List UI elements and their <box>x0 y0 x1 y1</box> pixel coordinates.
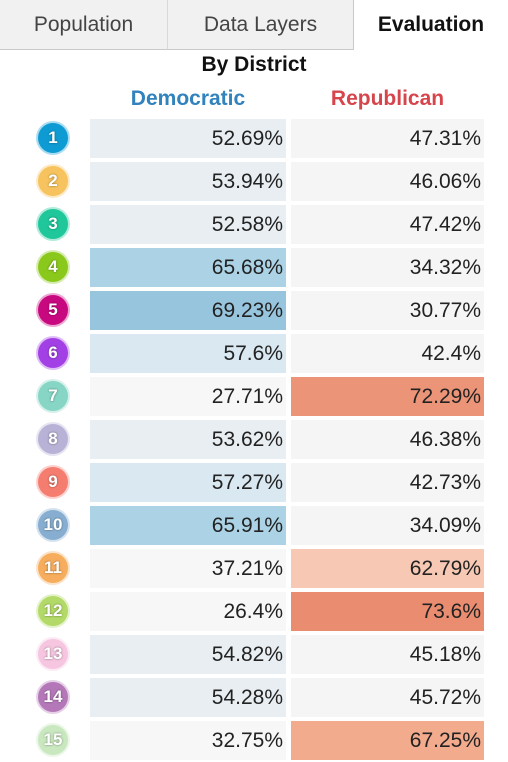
republican-share-cell: 45.18% <box>291 635 484 674</box>
district-row: 9 57.27% 42.73% <box>0 461 508 504</box>
district-number-badge[interactable]: 8 <box>36 422 70 456</box>
republican-share-cell: 72.29% <box>291 377 484 416</box>
district-number-badge[interactable]: 11 <box>36 551 70 585</box>
district-row: 11 37.21% 62.79% <box>0 547 508 590</box>
district-row: 10 65.91% 34.09% <box>0 504 508 547</box>
democratic-column-header: Democratic <box>130 87 246 110</box>
tab-data-layers[interactable]: Data Layers <box>168 0 354 50</box>
district-number-badge[interactable]: 13 <box>36 637 70 671</box>
democratic-share-cell: 37.21% <box>90 549 286 588</box>
democratic-share-cell: 69.23% <box>90 291 286 330</box>
democratic-share-cell: 32.75% <box>90 721 286 760</box>
republican-share-cell: 47.31% <box>291 119 484 158</box>
district-number-badge[interactable]: 5 <box>36 293 70 327</box>
section-title: By District <box>201 53 307 76</box>
democratic-share-cell: 57.27% <box>90 463 286 502</box>
republican-share-cell: 42.4% <box>291 334 484 373</box>
district-number-badge[interactable]: 7 <box>36 379 70 413</box>
district-row: 15 32.75% 67.25% <box>0 719 508 762</box>
republican-share-cell: 46.38% <box>291 420 484 459</box>
republican-share-cell: 45.72% <box>291 678 484 717</box>
republican-share-cell: 67.25% <box>291 721 484 760</box>
district-number-badge[interactable]: 12 <box>36 594 70 628</box>
district-row: 13 54.82% 45.18% <box>0 633 508 676</box>
republican-share-cell: 47.42% <box>291 205 484 244</box>
district-number-badge[interactable]: 15 <box>36 723 70 757</box>
district-number-badge[interactable]: 6 <box>36 336 70 370</box>
tab-evaluation[interactable]: Evaluation <box>354 0 508 50</box>
district-row: 2 53.94% 46.06% <box>0 160 508 203</box>
tab-population[interactable]: Population <box>0 0 168 50</box>
republican-share-cell: 30.77% <box>291 291 484 330</box>
republican-share-cell: 73.6% <box>291 592 484 631</box>
district-row: 7 27.71% 72.29% <box>0 375 508 418</box>
tab-bar: Population Data Layers Evaluation <box>0 0 508 50</box>
democratic-share-cell: 65.91% <box>90 506 286 545</box>
district-row: 5 69.23% 30.77% <box>0 289 508 332</box>
republican-share-cell: 62.79% <box>291 549 484 588</box>
democratic-share-cell: 65.68% <box>90 248 286 287</box>
democratic-share-cell: 52.58% <box>90 205 286 244</box>
democratic-share-cell: 57.6% <box>90 334 286 373</box>
republican-share-cell: 46.06% <box>291 162 484 201</box>
district-row: 8 53.62% 46.38% <box>0 418 508 461</box>
republican-share-cell: 34.32% <box>291 248 484 287</box>
district-number-badge[interactable]: 4 <box>36 250 70 284</box>
democratic-share-cell: 53.62% <box>90 420 286 459</box>
democratic-share-cell: 27.71% <box>90 377 286 416</box>
district-row: 3 52.58% 47.42% <box>0 203 508 246</box>
district-number-badge[interactable]: 1 <box>36 121 70 155</box>
democratic-share-cell: 53.94% <box>90 162 286 201</box>
republican-share-cell: 34.09% <box>291 506 484 545</box>
district-number-badge[interactable]: 2 <box>36 164 70 198</box>
district-number-badge[interactable]: 9 <box>36 465 70 499</box>
democratic-share-cell: 26.4% <box>90 592 286 631</box>
district-row: 1 52.69% 47.31% <box>0 117 508 160</box>
district-row: 4 65.68% 34.32% <box>0 246 508 289</box>
democratic-share-cell: 54.28% <box>90 678 286 717</box>
district-number-badge[interactable]: 10 <box>36 508 70 542</box>
district-table: 1 52.69% 47.31% 2 53.94% 46.06% 3 52.58% 47.42% 4… <box>0 117 508 762</box>
district-number-badge[interactable]: 3 <box>36 207 70 241</box>
district-row: 6 57.6% 42.4% <box>0 332 508 375</box>
democratic-share-cell: 54.82% <box>90 635 286 674</box>
republican-share-cell: 42.73% <box>291 463 484 502</box>
district-row: 12 26.4% 73.6% <box>0 590 508 633</box>
district-number-badge[interactable]: 14 <box>36 680 70 714</box>
republican-column-header: Republican <box>330 87 445 110</box>
democratic-share-cell: 52.69% <box>90 119 286 158</box>
district-row: 14 54.28% 45.72% <box>0 676 508 719</box>
